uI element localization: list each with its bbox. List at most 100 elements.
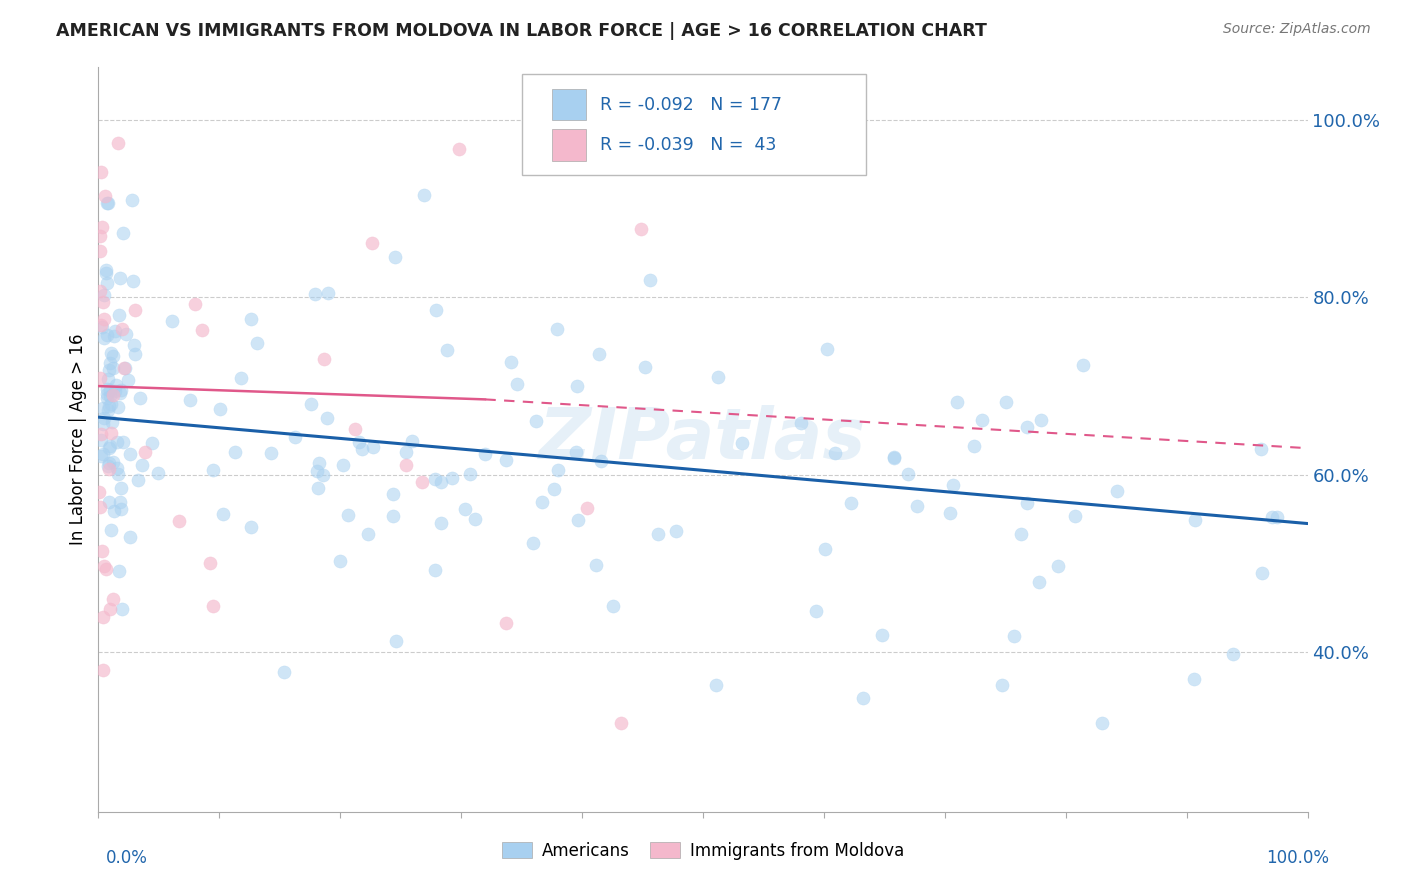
Point xyxy=(1222,648,1244,662)
Y-axis label: In Labor Force | Age > 16: In Labor Force | Age > 16 xyxy=(69,334,87,545)
Point xyxy=(246,336,269,351)
Point xyxy=(105,378,128,392)
Point xyxy=(87,484,110,499)
Point xyxy=(565,445,588,459)
Point xyxy=(202,463,225,477)
Point xyxy=(201,599,224,614)
Point xyxy=(260,446,283,460)
Point xyxy=(565,379,588,393)
Point xyxy=(111,227,134,241)
Point xyxy=(610,716,633,731)
Point xyxy=(299,397,322,411)
Point xyxy=(90,449,112,463)
Point xyxy=(141,436,163,450)
Point xyxy=(312,352,335,367)
Point xyxy=(329,554,352,568)
Point xyxy=(94,262,117,277)
Point xyxy=(814,541,837,556)
Point xyxy=(104,325,127,339)
Point xyxy=(384,250,406,264)
Point xyxy=(704,677,727,691)
Point xyxy=(110,501,132,516)
Point xyxy=(495,615,517,630)
Point xyxy=(98,441,121,455)
Point xyxy=(89,371,111,385)
Point xyxy=(111,322,134,336)
Point xyxy=(91,663,114,677)
Point xyxy=(454,502,477,516)
Point xyxy=(970,413,993,427)
Point xyxy=(89,500,111,514)
Point xyxy=(423,472,446,486)
Point xyxy=(602,599,624,613)
Point xyxy=(1182,672,1205,686)
Point xyxy=(824,446,846,460)
Point xyxy=(458,467,481,481)
Point xyxy=(94,189,117,203)
Point xyxy=(91,401,114,415)
Point xyxy=(664,524,686,538)
Point xyxy=(110,495,132,509)
Point xyxy=(107,401,129,415)
Point xyxy=(441,471,464,485)
Point xyxy=(90,427,112,442)
Point xyxy=(449,143,471,157)
Point xyxy=(98,399,121,413)
Point xyxy=(90,318,112,333)
Point xyxy=(531,495,554,509)
Point xyxy=(384,634,406,648)
Point xyxy=(897,467,920,481)
Point xyxy=(107,136,129,150)
Point xyxy=(94,266,117,280)
Point xyxy=(124,302,146,317)
Point xyxy=(121,193,143,207)
Point xyxy=(93,288,115,302)
Point xyxy=(100,523,122,537)
Point xyxy=(883,451,905,466)
Point xyxy=(883,450,905,464)
Point xyxy=(425,303,447,318)
Point xyxy=(305,464,328,478)
Point xyxy=(991,678,1014,692)
Point xyxy=(120,447,142,461)
Point xyxy=(96,562,118,576)
Point xyxy=(312,467,335,482)
Point xyxy=(1261,510,1284,524)
Point xyxy=(110,383,132,397)
Point xyxy=(122,274,145,288)
Point xyxy=(112,360,135,375)
Point xyxy=(105,460,128,475)
Point xyxy=(841,496,863,510)
Point xyxy=(97,495,120,509)
Point xyxy=(184,297,207,311)
Point xyxy=(115,327,138,342)
Point xyxy=(96,276,118,290)
Point xyxy=(111,435,134,450)
Point xyxy=(1071,358,1094,372)
Point xyxy=(730,435,752,450)
Point xyxy=(501,355,523,369)
Point xyxy=(124,347,146,361)
Point xyxy=(994,394,1017,409)
Point xyxy=(1047,558,1070,573)
Point xyxy=(91,220,114,235)
Point xyxy=(1015,496,1038,510)
Point xyxy=(179,392,201,407)
Point xyxy=(337,508,360,522)
Point xyxy=(98,461,121,475)
Point xyxy=(308,456,330,470)
Point xyxy=(169,514,191,528)
Point xyxy=(89,284,111,298)
Text: R = -0.092   N = 177: R = -0.092 N = 177 xyxy=(600,95,782,113)
Point xyxy=(905,499,928,513)
Text: AMERICAN VS IMMIGRANTS FROM MOLDOVA IN LABOR FORCE | AGE > 16 CORRELATION CHART: AMERICAN VS IMMIGRANTS FROM MOLDOVA IN L… xyxy=(56,22,987,40)
Point xyxy=(103,504,125,518)
Text: 100.0%: 100.0% xyxy=(1265,849,1329,867)
Point xyxy=(942,478,965,492)
Point xyxy=(211,507,233,521)
Text: Source: ZipAtlas.com: Source: ZipAtlas.com xyxy=(1223,22,1371,37)
Point xyxy=(100,426,122,441)
Point xyxy=(239,520,262,534)
Point xyxy=(104,384,127,399)
Point xyxy=(1017,420,1039,434)
